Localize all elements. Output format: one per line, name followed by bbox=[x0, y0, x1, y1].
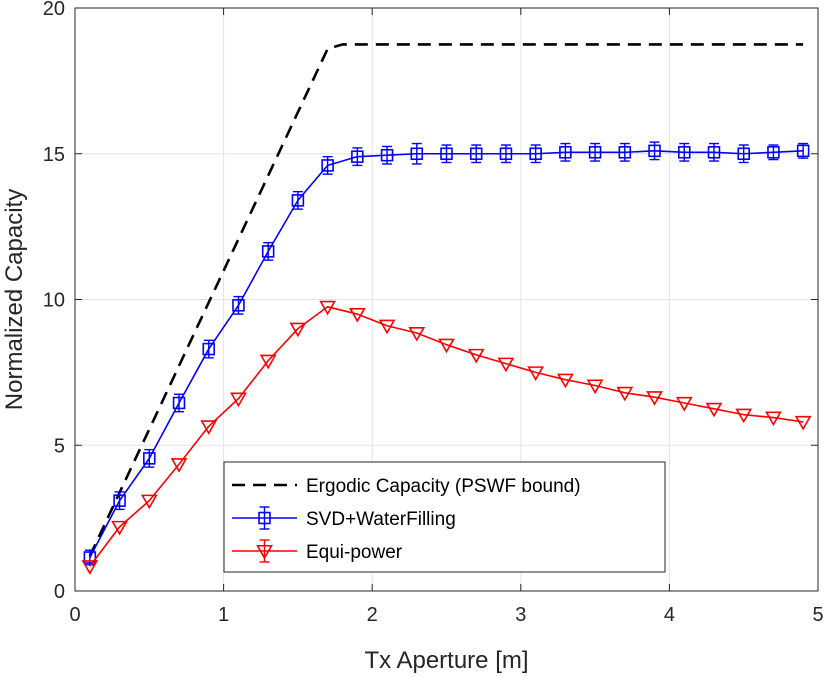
y-axis-label: Normalized Capacity bbox=[1, 189, 28, 410]
square-marker bbox=[796, 144, 810, 158]
triangle-marker bbox=[378, 319, 396, 335]
square-marker bbox=[351, 150, 364, 163]
x-tick-labels: 0 1 2 3 4 5 bbox=[69, 604, 823, 626]
square-marker bbox=[113, 494, 126, 507]
square-marker bbox=[202, 342, 215, 356]
y-tick-labels: 0 5 10 15 20 bbox=[43, 0, 65, 603]
triangle-marker bbox=[527, 366, 545, 381]
square-marker bbox=[143, 452, 156, 465]
triangle-marker bbox=[348, 308, 366, 323]
legend-entries: Ergodic Capacity (PSWF bound) SVD+WaterFi… bbox=[232, 476, 581, 563]
x-tick-label: 5 bbox=[812, 604, 823, 626]
y-tick-label: 0 bbox=[54, 581, 65, 603]
square-marker bbox=[380, 148, 394, 162]
triangle-marker bbox=[438, 338, 455, 354]
legend-box bbox=[223, 461, 666, 573]
square-marker bbox=[767, 146, 780, 159]
series-line bbox=[88, 43, 804, 557]
y-tick-label: 20 bbox=[43, 0, 65, 20]
y-tick-label: 10 bbox=[43, 290, 65, 312]
triangle-marker bbox=[81, 560, 99, 575]
square-marker bbox=[618, 146, 632, 159]
triangle-marker bbox=[111, 520, 128, 536]
triangle-marker bbox=[557, 373, 574, 389]
triangle-marker bbox=[735, 408, 753, 424]
square-marker bbox=[677, 146, 691, 159]
square-marker bbox=[410, 147, 424, 161]
triangle-marker bbox=[646, 391, 663, 406]
legend-entry: SVD+WaterFilling bbox=[232, 506, 456, 530]
square-marker bbox=[83, 551, 97, 564]
triangle-marker bbox=[230, 392, 247, 408]
square-marker bbox=[529, 147, 542, 161]
square-marker bbox=[469, 147, 483, 161]
square-marker bbox=[648, 144, 661, 158]
x-tick-label: 0 bbox=[69, 604, 80, 626]
legend-label: Equi-power bbox=[306, 542, 403, 563]
series-svd-waterfilling bbox=[83, 141, 810, 566]
triangle-marker bbox=[289, 322, 307, 338]
square-marker bbox=[499, 147, 513, 161]
square-marker bbox=[258, 511, 271, 525]
square-marker bbox=[291, 194, 305, 207]
tick-marks bbox=[74, 7, 819, 592]
square-marker bbox=[588, 146, 602, 159]
square-marker bbox=[232, 299, 245, 312]
triangle-marker bbox=[586, 379, 604, 395]
x-tick-label: 2 bbox=[367, 604, 378, 626]
triangle-marker bbox=[616, 386, 634, 402]
triangle-marker bbox=[467, 348, 485, 364]
x-axis-label: Tx Aperture [m] bbox=[364, 647, 528, 674]
x-tick-label: 3 bbox=[515, 604, 526, 626]
series-equi-power bbox=[81, 300, 812, 575]
x-tick-label: 1 bbox=[218, 604, 229, 626]
legend-label: Ergodic Capacity (PSWF bound) bbox=[306, 476, 581, 497]
legend-label: SVD+WaterFilling bbox=[306, 509, 456, 530]
square-marker bbox=[172, 396, 186, 410]
triangle-marker bbox=[497, 357, 515, 373]
legend-entry: Ergodic Capacity (PSWF bound) bbox=[232, 476, 581, 497]
square-marker bbox=[737, 147, 750, 161]
series-layer bbox=[81, 43, 812, 575]
triangle-marker bbox=[705, 402, 723, 418]
square-marker bbox=[261, 245, 275, 258]
square-marker bbox=[440, 147, 453, 161]
triangle-marker bbox=[259, 354, 277, 370]
series-line bbox=[89, 305, 804, 567]
y-tick-label: 5 bbox=[54, 435, 65, 457]
y-tick-label: 15 bbox=[43, 144, 65, 166]
triangle-marker bbox=[794, 415, 812, 431]
square-marker bbox=[559, 146, 572, 159]
legend: Ergodic Capacity (PSWF bound) SVD+WaterFi… bbox=[223, 461, 666, 573]
triangle-marker bbox=[319, 300, 336, 316]
legend-entry: Equi-power bbox=[232, 539, 403, 563]
triangle-marker bbox=[200, 420, 218, 435]
triangle-marker bbox=[675, 396, 693, 412]
triangle-marker bbox=[256, 544, 273, 560]
square-marker bbox=[321, 159, 334, 172]
x-tick-label: 4 bbox=[664, 604, 675, 626]
triangle-marker bbox=[140, 494, 158, 510]
series-ergodic-capacity bbox=[88, 43, 804, 557]
triangle-marker bbox=[765, 411, 782, 427]
triangle-marker bbox=[408, 326, 426, 342]
square-marker bbox=[707, 146, 721, 159]
triangle-marker bbox=[170, 458, 188, 473]
